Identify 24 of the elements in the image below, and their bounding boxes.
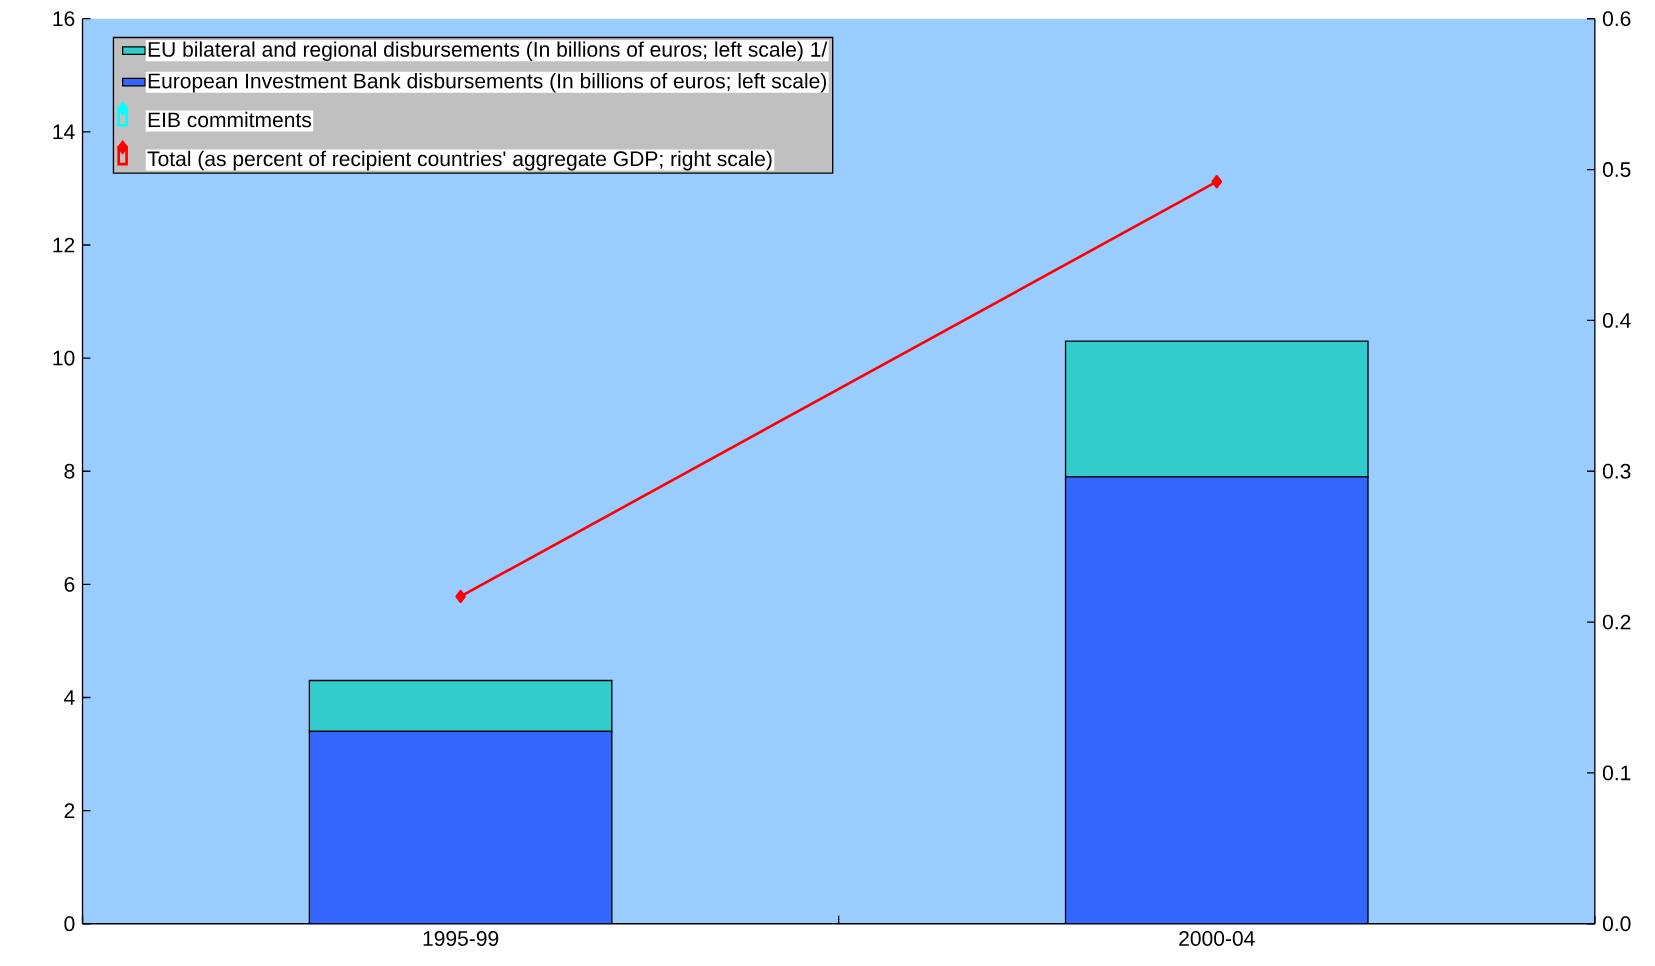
legend-label: Total (as percent of recipient countries' aggregate GDP; right scale) [147, 150, 772, 171]
legend-label: EU bilateral and regional disbursements (In billions of euros; left scale) 1/ [148, 41, 828, 61]
y-tick-label: 10 [53, 350, 75, 366]
y-tick-label: 0 [64, 916, 75, 932]
y-tick-label: 2 [64, 803, 75, 818]
y2-tick-label: 0.5 [1602, 162, 1631, 177]
bar [1064, 476, 1369, 924]
legend-label: European Investment Bank disbursements (In billions of euros; left scale) [148, 72, 827, 93]
bar [309, 731, 612, 924]
y-tick-label: 6 [64, 576, 75, 592]
y-tick-label: 14 [53, 124, 75, 140]
y2-tick-label: 0.3 [1602, 463, 1631, 479]
y2-tick-label: 0.2 [1602, 614, 1631, 630]
x-tick-label: 1995-99 [423, 930, 499, 946]
y2-tick-label: 0.1 [1602, 765, 1631, 781]
x-tick-label: 2000-04 [1179, 930, 1255, 946]
y-tick-label: 8 [64, 463, 75, 479]
y-tick-label: 16 [53, 11, 75, 27]
legend-label: EIB commitments [148, 111, 312, 128]
y-tick-label: 4 [64, 690, 75, 705]
y2-tick-label: 0.6 [1602, 11, 1631, 27]
y2-tick-label: 0.4 [1602, 312, 1631, 328]
y-tick-label: 12 [53, 237, 75, 253]
y2-tick-label: 0.0 [1602, 916, 1631, 932]
